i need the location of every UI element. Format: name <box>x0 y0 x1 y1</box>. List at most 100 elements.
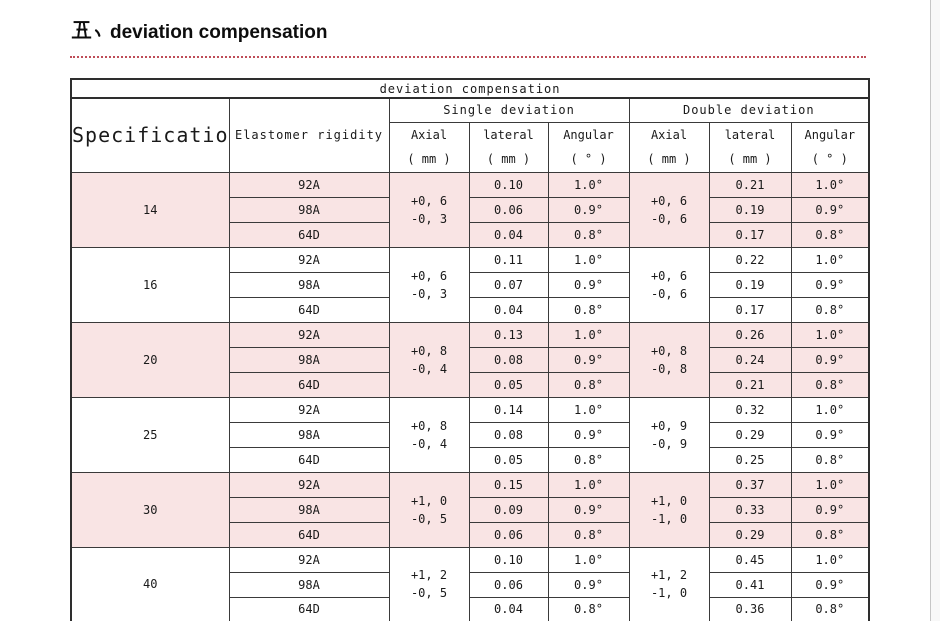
rigidity-cell: 64D <box>228 371 390 398</box>
deviation-compensation-table: deviation compensation Specification Ela… <box>70 78 871 621</box>
page-title: deviation compensation <box>70 19 327 47</box>
double-axial-cell: +0, 6 -0, 6 <box>628 246 710 323</box>
double-lateral-cell: 0.21 <box>708 371 792 398</box>
single-lateral-cell: 0.14 <box>468 396 549 423</box>
rigidity-cell: 64D <box>228 446 390 473</box>
double-angular-cell: 0.8° <box>790 221 870 248</box>
specification-cell: 16 <box>70 246 230 323</box>
double-axial-cell: +1, 2 -1, 0 <box>628 546 710 621</box>
double-lateral-cell: 0.32 <box>708 396 792 423</box>
table-row: 30 92A +1, 0 -0, 5 0.15 1.0° +1, 0 -1, 0… <box>70 471 870 548</box>
double-lateral-cell: 0.33 <box>708 496 792 523</box>
table-row: 25 92A +0, 8 -0, 4 0.14 1.0° +0, 9 -0, 9… <box>70 396 870 473</box>
single-axial-cell: +0, 8 -0, 4 <box>388 396 470 473</box>
specification-cell: 40 <box>70 546 230 621</box>
single-angular-cell: 0.8° <box>547 221 630 248</box>
double-lateral-cell: 0.36 <box>708 596 792 621</box>
double-angular-cell: 0.9° <box>790 196 870 223</box>
single-angular-cell: 0.9° <box>547 496 630 523</box>
table-row: 40 92A +1, 2 -0, 5 0.10 1.0° +1, 2 -1, 0… <box>70 546 870 621</box>
single-lateral-cell: 0.04 <box>468 221 549 248</box>
rigidity-cell: 92A <box>228 396 390 423</box>
spec-group-40: 40 92A +1, 2 -0, 5 0.10 1.0° +1, 2 -1, 0… <box>70 546 870 621</box>
single-angular-cell: 1.0° <box>547 246 630 273</box>
single-axial-header: Axial ( mm ) <box>388 121 470 173</box>
double-angular-cell: 0.8° <box>790 446 870 473</box>
rigidity-cell: 64D <box>228 521 390 548</box>
single-angular-cell: 1.0° <box>547 471 630 498</box>
double-angular-cell: 0.9° <box>790 571 870 598</box>
table-row: 14 92A +0, 6 -0, 3 0.10 1.0° +0, 6 -0, 6… <box>70 171 870 248</box>
double-lateral-cell: 0.17 <box>708 221 792 248</box>
single-angular-cell: 0.9° <box>547 346 630 373</box>
double-lateral-cell: 0.22 <box>708 246 792 273</box>
double-angular-cell: 1.0° <box>790 321 870 348</box>
double-angular-cell: 1.0° <box>790 246 870 273</box>
double-angular-cell: 0.9° <box>790 421 870 448</box>
rigidity-cell: 92A <box>228 171 390 198</box>
rigidity-cell: 92A <box>228 546 390 573</box>
single-lateral-cell: 0.05 <box>468 446 549 473</box>
table-row: 98A 0.08 0.9° 0.29 0.9° <box>71 421 870 448</box>
spec-group-25: 25 92A +0, 8 -0, 4 0.14 1.0° +0, 9 -0, 9… <box>70 396 870 473</box>
double-lateral-cell: 0.45 <box>708 546 792 573</box>
double-lateral-cell: 0.37 <box>708 471 792 498</box>
single-lateral-cell: 0.05 <box>468 371 549 398</box>
rigidity-cell: 98A <box>228 571 390 598</box>
double-axial-cell: +0, 8 -0, 8 <box>628 321 710 398</box>
double-angular-cell: 1.0° <box>790 471 870 498</box>
table-row: 20 92A +0, 8 -0, 4 0.13 1.0° +0, 8 -0, 8… <box>70 321 870 398</box>
double-lateral-cell: 0.29 <box>708 421 792 448</box>
table-row: 64D 0.04 0.8° 0.36 0.8° <box>71 596 870 621</box>
page-right-edge <box>930 0 940 621</box>
single-lateral-cell: 0.11 <box>468 246 549 273</box>
single-angular-cell: 0.8° <box>547 371 630 398</box>
spec-group-14: 14 92A +0, 6 -0, 3 0.10 1.0° +0, 6 -0, 6… <box>70 171 870 248</box>
single-angular-cell: 1.0° <box>547 321 630 348</box>
double-lateral-cell: 0.19 <box>708 271 792 298</box>
rigidity-cell: 92A <box>228 246 390 273</box>
single-lateral-cell: 0.15 <box>468 471 549 498</box>
single-lateral-cell: 0.04 <box>468 296 549 323</box>
rigidity-cell: 92A <box>228 321 390 348</box>
rigidity-cell: 64D <box>228 296 390 323</box>
table-row: 98A 0.08 0.9° 0.24 0.9° <box>71 346 870 373</box>
table-row: 98A 0.06 0.9° 0.41 0.9° <box>71 571 870 598</box>
table-row: 64D 0.06 0.8° 0.29 0.8° <box>71 521 870 548</box>
table-caption-row: deviation compensation <box>70 78 870 99</box>
single-lateral-cell: 0.09 <box>468 496 549 523</box>
double-angular-cell: 1.0° <box>790 171 870 198</box>
single-angular-cell: 0.8° <box>547 296 630 323</box>
rigidity-cell: 98A <box>228 346 390 373</box>
double-lateral-header: lateral ( mm ) <box>708 121 792 173</box>
double-axial-cell: +0, 9 -0, 9 <box>628 396 710 473</box>
double-angular-cell: 1.0° <box>790 396 870 423</box>
double-angular-cell: 1.0° <box>790 546 870 573</box>
specification-cell: 20 <box>70 321 230 398</box>
red-dotted-divider <box>70 56 866 58</box>
single-lateral-cell: 0.10 <box>468 546 549 573</box>
single-angular-cell: 0.8° <box>547 596 630 621</box>
double-angular-cell: 0.9° <box>790 496 870 523</box>
single-axial-cell: +1, 2 -0, 5 <box>388 546 470 621</box>
double-angular-cell: 0.8° <box>790 371 870 398</box>
rigidity-cell: 64D <box>228 221 390 248</box>
specification-cell: 14 <box>70 171 230 248</box>
single-angular-cell: 1.0° <box>547 171 630 198</box>
rigidity-cell: 92A <box>228 471 390 498</box>
page-title-text: deviation compensation <box>110 22 328 43</box>
single-angular-cell: 0.9° <box>547 196 630 223</box>
single-deviation-header: Single deviation <box>388 97 630 123</box>
spec-group-20: 20 92A +0, 8 -0, 4 0.13 1.0° +0, 8 -0, 8… <box>70 321 870 398</box>
single-lateral-cell: 0.07 <box>468 271 549 298</box>
double-lateral-cell: 0.24 <box>708 346 792 373</box>
specification-cell: 25 <box>70 396 230 473</box>
single-angular-cell: 1.0° <box>547 546 630 573</box>
single-lateral-cell: 0.06 <box>468 521 549 548</box>
single-angular-cell: 0.9° <box>547 271 630 298</box>
table-row: 16 92A +0, 6 -0, 3 0.11 1.0° +0, 6 -0, 6… <box>70 246 870 323</box>
double-axial-header: Axial ( mm ) <box>628 121 710 173</box>
spec-group-16: 16 92A +0, 6 -0, 3 0.11 1.0° +0, 6 -0, 6… <box>70 246 870 323</box>
double-lateral-cell: 0.25 <box>708 446 792 473</box>
double-lateral-cell: 0.26 <box>708 321 792 348</box>
